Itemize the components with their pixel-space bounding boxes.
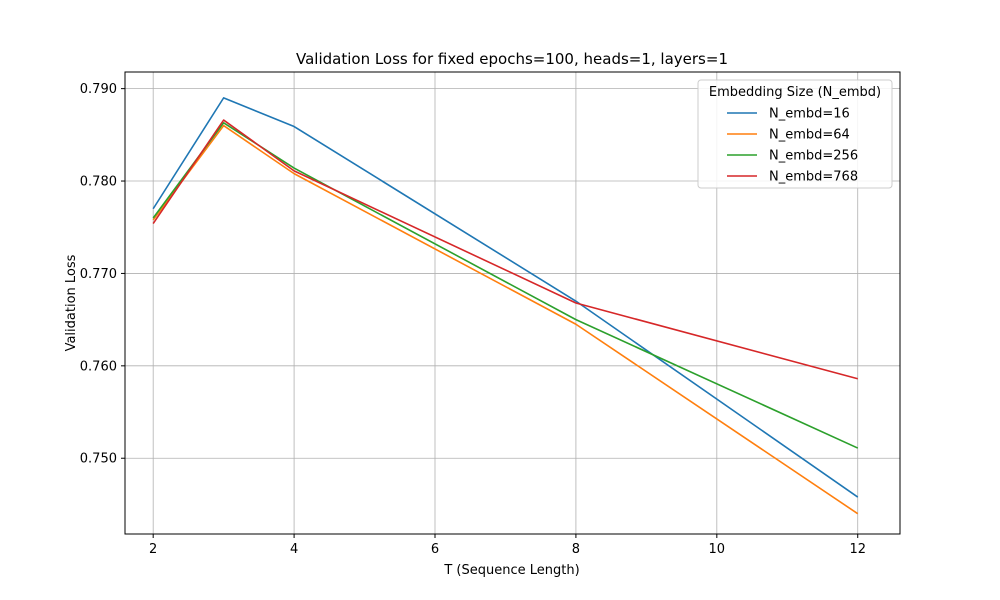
x-tick-label: 2 — [149, 542, 157, 557]
legend-entry-label: N_embd=64 — [769, 128, 850, 143]
x-tick-label: 4 — [290, 542, 298, 557]
x-tick-label: 10 — [709, 542, 726, 557]
axis-ticks: 2 4 6 8 10 12 0.750 0.760 0.770 0.780 0.790 — [80, 82, 866, 557]
chart-title: Validation Loss for fixed epochs=100, he… — [296, 50, 728, 68]
y-tick-label: 0.750 — [80, 452, 117, 467]
x-tick-label: 6 — [431, 542, 439, 557]
y-tick-label: 0.790 — [80, 82, 117, 97]
legend-entry-label: N_embd=16 — [769, 107, 850, 122]
y-tick-label: 0.770 — [80, 267, 117, 282]
legend-entry-label: N_embd=768 — [769, 170, 858, 185]
legend-entry-label: N_embd=256 — [769, 149, 858, 164]
legend-title: Embedding Size (N_embd) — [709, 85, 881, 100]
series-lines — [152, 97, 859, 515]
series-line — [152, 119, 858, 380]
y-axis-label: Validation Loss — [64, 254, 79, 351]
legend: Embedding Size (N_embd) N_embd=16 N_embd=… — [697, 79, 893, 189]
x-tick-label: 12 — [849, 542, 866, 557]
x-tick-label: 8 — [572, 542, 580, 557]
y-tick-label: 0.760 — [80, 359, 117, 374]
series-line — [152, 97, 859, 498]
y-tick-label: 0.780 — [80, 175, 117, 190]
x-axis-label: T (Sequence Length) — [443, 563, 579, 578]
series-line — [152, 124, 859, 515]
legend-box — [697, 79, 893, 189]
plot-area-frame — [124, 71, 901, 535]
